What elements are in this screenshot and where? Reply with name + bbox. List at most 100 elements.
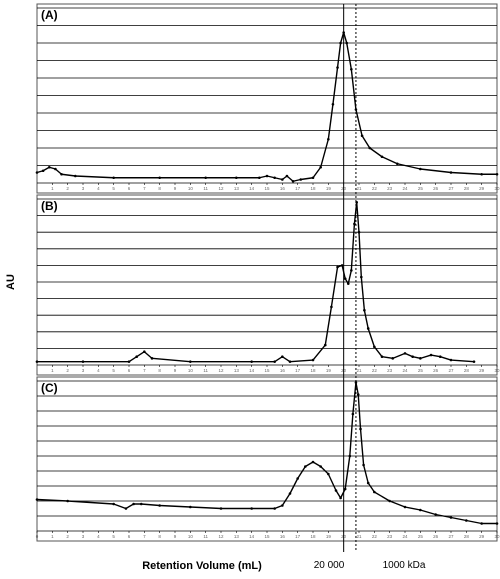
data-point xyxy=(112,502,115,506)
x-tick-label: 18 xyxy=(310,186,316,191)
x-tick-label: 7 xyxy=(143,368,146,373)
data-point xyxy=(449,516,453,519)
data-point xyxy=(250,360,253,363)
x-tick-label: 2 xyxy=(66,368,69,373)
data-point xyxy=(339,496,342,500)
x-tick-label: 1 xyxy=(51,186,54,191)
data-point xyxy=(343,277,347,280)
x-tick-label: 1 xyxy=(51,534,54,539)
x-tick-label: 9 xyxy=(174,186,177,191)
x-tick-label: 3 xyxy=(82,186,85,191)
y-axis-title: AU xyxy=(5,274,17,290)
x-tick-label: 11 xyxy=(203,368,208,373)
panels: (A)1234567891011121314151617181920212223… xyxy=(35,3,500,542)
x-tick-label: 26 xyxy=(433,186,439,191)
data-point xyxy=(388,499,391,503)
x-tick-label: 25 xyxy=(418,368,424,373)
x-tick-label: 24 xyxy=(402,534,408,539)
x-tick-label: 4 xyxy=(97,534,100,539)
x-tick-label: 30 xyxy=(494,368,500,373)
x-tick-label: 22 xyxy=(372,368,378,373)
data-point xyxy=(373,490,376,494)
x-tick-label: 25 xyxy=(418,186,424,191)
x-tick-label: 14 xyxy=(249,186,255,191)
x-tick-label: 10 xyxy=(188,368,194,373)
data-point xyxy=(81,360,85,363)
x-tick-label: 17 xyxy=(295,368,301,373)
data-point xyxy=(291,179,295,183)
x-tick-label: 16 xyxy=(280,186,286,191)
panel-label: (B) xyxy=(41,199,58,213)
data-point xyxy=(258,176,261,180)
data-point xyxy=(350,67,353,71)
data-point xyxy=(189,505,192,509)
data-point xyxy=(366,327,370,330)
data-point xyxy=(438,355,442,359)
x-tick-label: 26 xyxy=(433,534,439,539)
data-point xyxy=(132,502,135,506)
x-tick-label: 29 xyxy=(479,534,485,539)
x-tick-label: 30 xyxy=(494,186,500,191)
x-tick-label: 14 xyxy=(249,534,255,539)
data-point xyxy=(346,282,350,285)
marker-label-20000: 20 000 xyxy=(314,560,345,571)
x-tick-label: 28 xyxy=(464,534,470,539)
data-point xyxy=(127,360,131,363)
x-tick-label: 5 xyxy=(112,368,115,373)
data-point xyxy=(74,174,77,178)
x-tick-label: 4 xyxy=(97,186,100,191)
x-tick-label: 3 xyxy=(82,368,85,373)
data-point xyxy=(331,102,335,106)
x-tick-label: 23 xyxy=(387,534,393,539)
data-point xyxy=(311,460,315,464)
marker-label-1000kda: 1000 kDa xyxy=(383,560,426,571)
data-point xyxy=(380,155,384,159)
data-point xyxy=(311,176,315,180)
x-tick-label: 6 xyxy=(128,534,131,539)
x-tick-label: 10 xyxy=(188,534,194,539)
data-point xyxy=(449,358,453,362)
data-point xyxy=(281,355,284,359)
x-tick-label: 17 xyxy=(295,186,301,191)
x-tick-label: 6 xyxy=(128,186,131,191)
panel-3: (C)0123456789101112131415161718192021222… xyxy=(35,376,500,542)
data-point xyxy=(359,427,362,431)
x-tick-label: 27 xyxy=(448,534,454,539)
data-point xyxy=(356,393,360,396)
data-point xyxy=(419,167,422,171)
data-point xyxy=(419,357,422,360)
data-point xyxy=(41,169,45,173)
x-tick-label: 19 xyxy=(326,368,332,373)
data-point xyxy=(296,477,299,480)
data-point xyxy=(429,353,433,357)
data-point xyxy=(219,507,223,510)
x-tick-label: 19 xyxy=(326,534,332,539)
data-point xyxy=(204,176,207,180)
data-point xyxy=(288,492,292,495)
x-tick-label: 13 xyxy=(234,186,240,191)
x-tick-label: 16 xyxy=(280,534,286,539)
data-point xyxy=(112,176,115,180)
x-tick-label: 2 xyxy=(66,186,69,191)
data-point xyxy=(368,146,372,150)
x-tick-label: 27 xyxy=(448,368,454,373)
x-tick-label: 13 xyxy=(234,534,240,539)
data-point xyxy=(472,360,476,363)
data-point xyxy=(273,360,276,363)
panel-frame xyxy=(36,194,498,376)
x-tick-label: 21 xyxy=(356,534,362,539)
data-point xyxy=(47,165,51,169)
data-point xyxy=(403,352,407,355)
data-point xyxy=(340,264,344,267)
data-point xyxy=(465,519,468,522)
data-point xyxy=(143,350,146,354)
x-tick-label: 24 xyxy=(402,368,408,373)
x-tick-label: 12 xyxy=(218,368,224,373)
data-point xyxy=(411,355,414,359)
x-tick-label: 2 xyxy=(66,534,69,539)
data-point xyxy=(273,176,276,180)
x-tick-label: 28 xyxy=(464,368,470,373)
x-tick-label: 10 xyxy=(188,186,194,191)
data-point xyxy=(189,360,192,363)
